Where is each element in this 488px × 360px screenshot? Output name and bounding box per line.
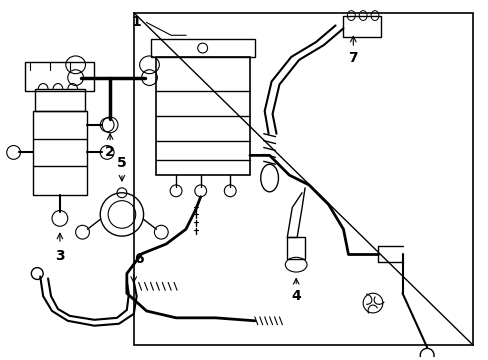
- Text: 2: 2: [105, 145, 115, 159]
- Text: 1: 1: [132, 15, 142, 30]
- Text: 6: 6: [134, 252, 143, 266]
- Text: 4: 4: [291, 289, 301, 303]
- Bar: [156, 57, 249, 175]
- Bar: [35, 89, 84, 111]
- Text: 3: 3: [55, 249, 64, 263]
- Text: 7: 7: [348, 51, 357, 65]
- Bar: [25, 62, 94, 91]
- Bar: [33, 111, 87, 195]
- Bar: [287, 237, 305, 259]
- Bar: [151, 39, 254, 57]
- Text: 5: 5: [117, 156, 126, 170]
- Bar: [343, 15, 380, 37]
- Bar: [133, 13, 472, 345]
